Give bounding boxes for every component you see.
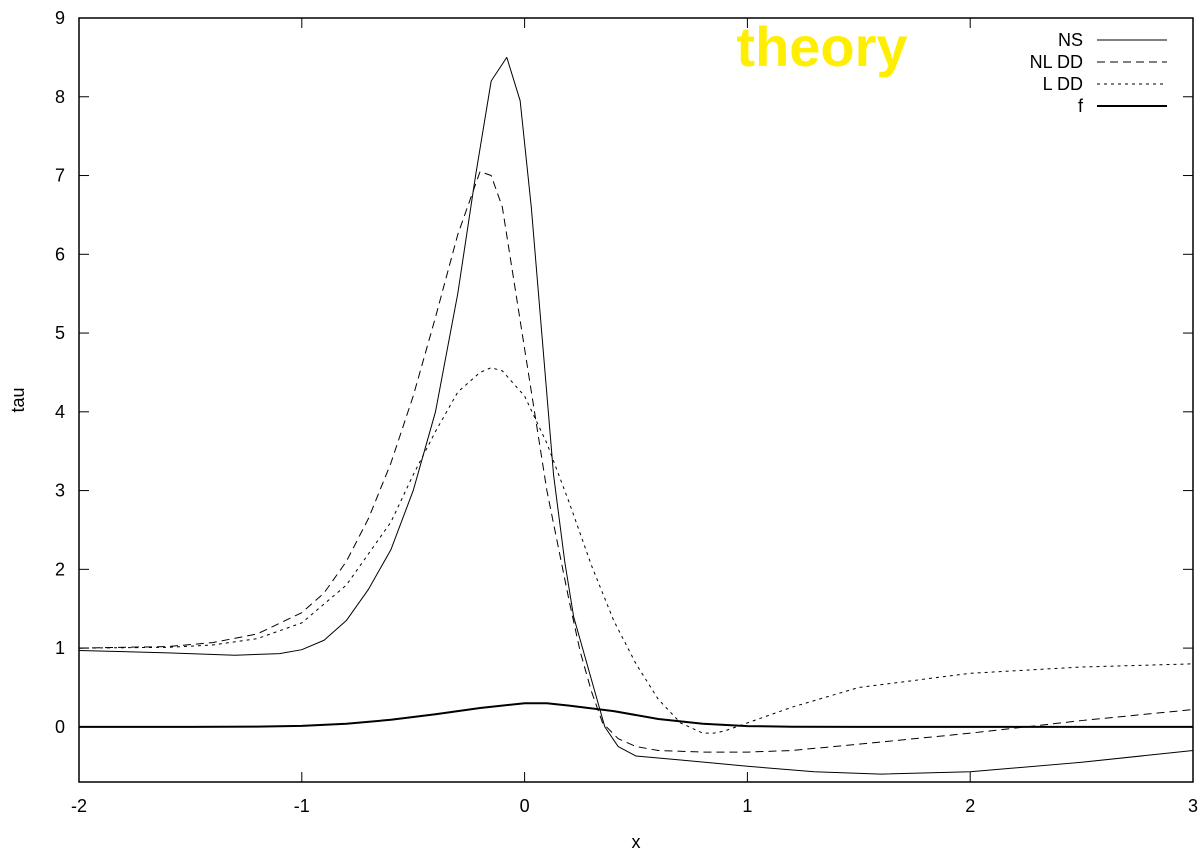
- tick-labels: -2 -1 0 1 2 3 0 1 2 3 4 5 6 7 8 9: [55, 8, 1198, 816]
- plot-frame: [78, 17, 1194, 783]
- y-tick-label: 4: [55, 402, 65, 422]
- series-layer: [78, 56, 1194, 775]
- y-tick-label: 8: [55, 87, 65, 107]
- y-tick-label: 3: [55, 481, 65, 501]
- legend-label-ns: NS: [1058, 30, 1083, 50]
- y-tick-label: 5: [55, 323, 65, 343]
- x-tick-label: 0: [520, 796, 530, 816]
- axis-ticks: [78, 17, 1194, 782]
- series-line-nl-dd: [78, 171, 1194, 753]
- x-tick-label: -2: [71, 796, 87, 816]
- y-tick-label: 6: [55, 244, 65, 264]
- x-axis-label: x: [632, 832, 641, 852]
- y-tick-label: 9: [55, 8, 65, 28]
- x-tick-label: 2: [965, 796, 975, 816]
- y-tick-label: 2: [55, 559, 65, 579]
- x-tick-label: 3: [1188, 796, 1198, 816]
- theory-annotation: theory: [736, 15, 907, 78]
- series-line-ns: [78, 56, 1194, 775]
- x-tick-label: -1: [294, 796, 310, 816]
- series-line-l-dd: [78, 367, 1194, 734]
- x-tick-label: 1: [742, 796, 752, 816]
- y-tick-label: 7: [55, 166, 65, 186]
- legend-label-l-dd: L DD: [1043, 74, 1083, 94]
- legend-label-nl-dd: NL DD: [1030, 52, 1083, 72]
- y-tick-label: 0: [55, 717, 65, 737]
- legend-label-f: f: [1078, 96, 1084, 116]
- series-line-f: [79, 702, 1193, 728]
- y-tick-label: 1: [55, 638, 65, 658]
- y-axis-label: tau: [8, 387, 28, 412]
